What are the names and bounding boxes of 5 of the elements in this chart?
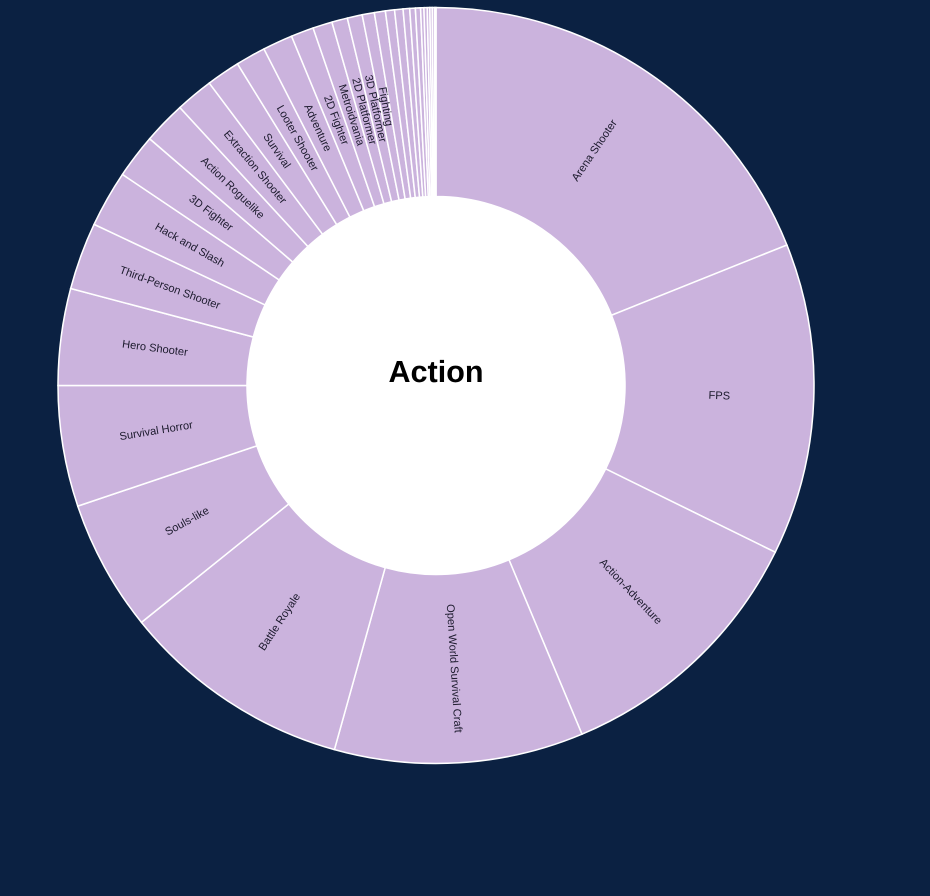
slice-label: FPS [709,391,730,400]
slice-label: Hero Shooter [122,340,188,356]
text: Action [389,360,482,382]
slice-label: Survival Horror [119,420,194,440]
slice-label: Open World Survival Craft [444,604,463,733]
